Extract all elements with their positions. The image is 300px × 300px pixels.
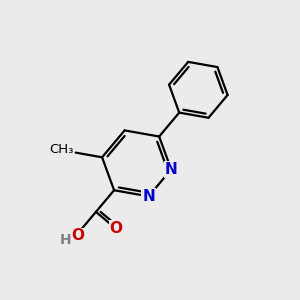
Text: H: H: [59, 233, 71, 247]
Text: O: O: [71, 228, 84, 243]
Text: N: N: [165, 162, 178, 177]
Text: CH₃: CH₃: [49, 142, 74, 156]
Text: N: N: [142, 189, 155, 204]
Text: O: O: [110, 221, 122, 236]
